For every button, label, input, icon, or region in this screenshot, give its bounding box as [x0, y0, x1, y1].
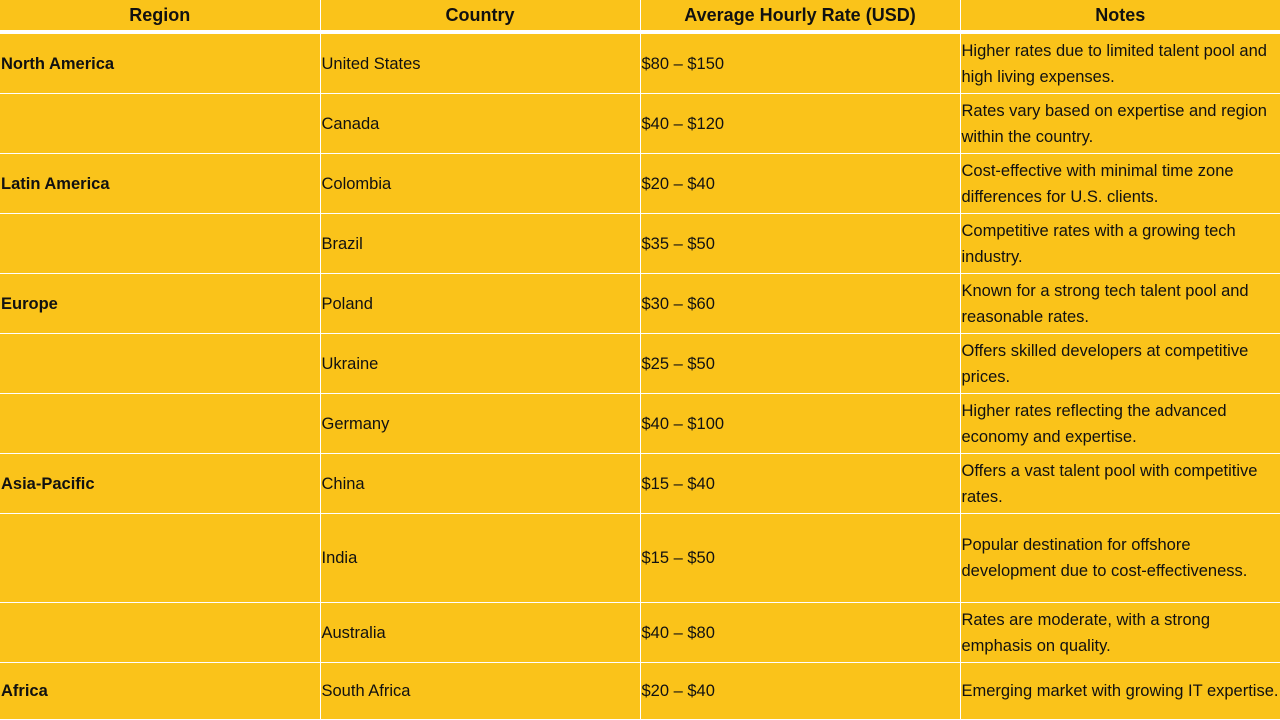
notes-cell: Higher rates reflecting the advanced eco…	[959, 393, 1280, 454]
table-row: Brazil $35 – $50 Competitive rates with …	[0, 213, 1280, 274]
country-cell: South Africa	[319, 662, 641, 720]
header-row: Region Country Average Hourly Rate (USD)…	[0, 0, 1280, 34]
country-cell: Brazil	[319, 213, 641, 274]
table-row: Latin America Colombia $20 – $40 Cost-ef…	[0, 153, 1280, 214]
notes-cell: Popular destination for offshore develop…	[959, 513, 1280, 603]
country-cell: Canada	[319, 93, 641, 154]
region-cell	[0, 393, 321, 454]
region-cell: Africa	[0, 662, 321, 720]
table-row: Asia-Pacific China $15 – $40 Offers a va…	[0, 453, 1280, 514]
rate-cell: $30 – $60	[639, 273, 961, 334]
country-cell: Poland	[319, 273, 641, 334]
table-row: Australia $40 – $80 Rates are moderate, …	[0, 602, 1280, 663]
header-country: Country	[319, 0, 641, 34]
notes-cell: Emerging market with growing IT expertis…	[959, 662, 1280, 720]
region-cell: North America	[0, 31, 321, 94]
region-cell	[0, 513, 321, 603]
rate-cell: $20 – $40	[639, 153, 961, 214]
country-cell: Colombia	[319, 153, 641, 214]
table-row: India $15 – $50 Popular destination for …	[0, 513, 1280, 603]
notes-cell: Known for a strong tech talent pool and …	[959, 273, 1280, 334]
rate-cell: $35 – $50	[639, 213, 961, 274]
table-row: Ukraine $25 – $50 Offers skilled develop…	[0, 333, 1280, 394]
notes-cell: Rates vary based on expertise and region…	[959, 93, 1280, 154]
table-row: North America United States $80 – $150 H…	[0, 31, 1280, 94]
rate-cell: $15 – $40	[639, 453, 961, 514]
notes-cell: Offers skilled developers at competitive…	[959, 333, 1280, 394]
country-cell: China	[319, 453, 641, 514]
region-cell	[0, 213, 321, 274]
region-cell: Asia-Pacific	[0, 453, 321, 514]
rate-cell: $40 – $100	[639, 393, 961, 454]
rate-cell: $40 – $120	[639, 93, 961, 154]
notes-cell: Cost-effective with minimal time zone di…	[959, 153, 1280, 214]
table-row: Africa South Africa $20 – $40 Emerging m…	[0, 662, 1280, 720]
table-row: Canada $40 – $120 Rates vary based on ex…	[0, 93, 1280, 154]
header-rate: Average Hourly Rate (USD)	[639, 0, 961, 34]
notes-cell: Higher rates due to limited talent pool …	[959, 31, 1280, 94]
country-cell: India	[319, 513, 641, 603]
rate-cell: $25 – $50	[639, 333, 961, 394]
rate-cell: $80 – $150	[639, 31, 961, 94]
table-row: Germany $40 – $100 Higher rates reflecti…	[0, 393, 1280, 454]
header-region: Region	[0, 0, 321, 34]
notes-cell: Offers a vast talent pool with competiti…	[959, 453, 1280, 514]
region-cell: Europe	[0, 273, 321, 334]
country-cell: Ukraine	[319, 333, 641, 394]
notes-cell: Rates are moderate, with a strong emphas…	[959, 602, 1280, 663]
rate-cell: $20 – $40	[639, 662, 961, 720]
table-row: Europe Poland $30 – $60 Known for a stro…	[0, 273, 1280, 334]
country-cell: Australia	[319, 602, 641, 663]
country-cell: United States	[319, 31, 641, 94]
rate-cell: $40 – $80	[639, 602, 961, 663]
region-cell	[0, 333, 321, 394]
region-cell: Latin America	[0, 153, 321, 214]
country-cell: Germany	[319, 393, 641, 454]
region-cell	[0, 602, 321, 663]
header-notes: Notes	[959, 0, 1280, 34]
region-cell	[0, 93, 321, 154]
notes-cell: Competitive rates with a growing tech in…	[959, 213, 1280, 274]
rate-cell: $15 – $50	[639, 513, 961, 603]
